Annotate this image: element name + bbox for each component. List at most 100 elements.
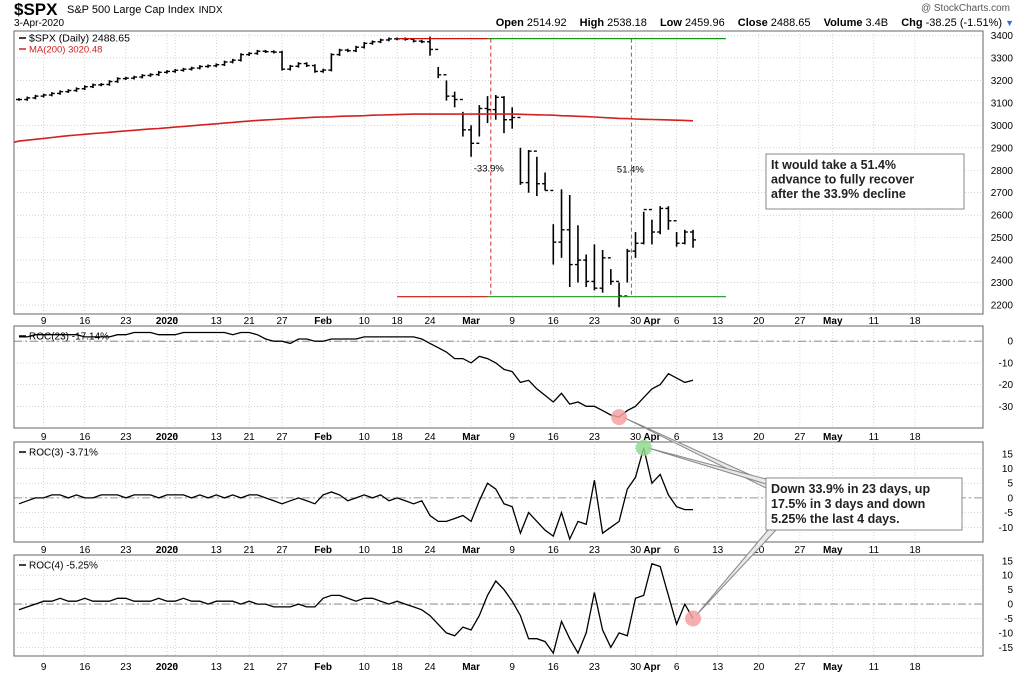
- price-bar: [640, 208, 647, 245]
- price-bar: [648, 208, 655, 245]
- recover-note-box: [765, 153, 965, 210]
- price-bar: [550, 189, 557, 265]
- price-bar: [665, 206, 672, 230]
- y-tick-label: -15: [999, 643, 1014, 654]
- x-tick-label: Feb: [314, 316, 332, 327]
- price-bar: [599, 249, 606, 293]
- x-tick-label: 27: [794, 662, 806, 673]
- price-bar: [369, 40, 376, 45]
- price-bar: [476, 105, 483, 145]
- price-bar: [468, 125, 475, 157]
- price-bar: [229, 58, 236, 64]
- price-bar: [48, 92, 55, 97]
- x-tick-label: 9: [509, 316, 515, 327]
- y-tick-label: 2800: [991, 166, 1014, 177]
- x-tick-label: 11: [869, 545, 880, 556]
- x-tick-label: 13: [211, 316, 223, 327]
- legend-label: MA(200) 3020.48: [29, 45, 102, 56]
- x-tick-label: 10: [359, 662, 371, 673]
- x-tick-label: 23: [589, 432, 601, 443]
- roc-series-1: ROC(23) -17.14%: [14, 332, 983, 418]
- security-name: S&P 500 Large Cap Index INDX: [67, 4, 223, 16]
- y-tick-label: -5: [1004, 508, 1013, 519]
- legend-label: $SPX (Daily) 2488.65: [29, 33, 130, 45]
- y-tick-label: -10: [999, 358, 1014, 369]
- price-bar: [262, 49, 269, 54]
- x-tick-label: 21: [244, 662, 256, 673]
- y-tick-label: 3400: [991, 31, 1014, 42]
- x-tick-label: 30: [630, 662, 642, 673]
- y-tick-label: 2200: [991, 301, 1014, 312]
- x-tick-label: May: [823, 545, 843, 556]
- chart-date: 3-Apr-2020: [14, 18, 65, 29]
- x-tick-label: 2020: [156, 662, 179, 673]
- y-tick-label: 2600: [991, 211, 1014, 222]
- price-bar: [533, 150, 540, 197]
- price-bar: [418, 39, 425, 44]
- marker-red: [611, 409, 628, 426]
- roc-legend-label: ROC(4) -5.25%: [29, 561, 98, 572]
- x-tick-label: May: [823, 432, 843, 443]
- y-tick-label: 5: [1007, 479, 1013, 490]
- x-tick-label: 30: [630, 316, 642, 327]
- y-tick-label: 2400: [991, 256, 1014, 267]
- price-bar: [89, 83, 96, 89]
- x-tick-label: 6: [172, 545, 178, 556]
- price-bar: [32, 94, 39, 100]
- x-tick-label: 18: [392, 316, 404, 327]
- x-tick-label: 16: [548, 662, 560, 673]
- x-tick-label: 9: [41, 432, 47, 443]
- x-tick-label: 18: [392, 432, 404, 443]
- x-tick-label: 6: [674, 662, 680, 673]
- high-value: 2538.18: [607, 17, 647, 29]
- y-tick-label: 2700: [991, 188, 1014, 199]
- price-bar: [16, 98, 22, 101]
- x-tick-label: 10: [359, 545, 371, 556]
- change-value: -38.25 (-1.51%): [925, 17, 1003, 29]
- price-bar: [106, 80, 113, 86]
- x-tick-label: 21: [244, 316, 256, 327]
- x-tick-label: 23: [120, 545, 132, 556]
- x-tick-label: Feb: [314, 662, 332, 673]
- x-tick-label: 18: [909, 316, 921, 327]
- price-bar: [65, 89, 72, 93]
- y-tick-label: 2500: [991, 233, 1014, 244]
- x-tick-label: 11: [869, 662, 880, 673]
- x-tick-label: 2020: [156, 432, 179, 443]
- y-tick-label: -20: [999, 380, 1014, 391]
- ma200-line: [13, 113, 694, 143]
- y-tick-label: 2300: [991, 278, 1014, 289]
- x-tick-label: 16: [548, 316, 560, 327]
- price-bar: [287, 64, 294, 71]
- x-tick-label: 11: [869, 432, 880, 443]
- price-bar: [583, 254, 590, 288]
- volume-value: 3.4B: [865, 17, 889, 29]
- price-bar: [98, 83, 105, 87]
- price-bar: [336, 48, 343, 56]
- y-tick-label: 2900: [991, 143, 1014, 154]
- price-bar: [81, 85, 88, 91]
- price-bar: [353, 45, 360, 53]
- exchange-label: INDX: [198, 5, 223, 16]
- price-bar: [213, 63, 220, 68]
- price-bar: [435, 48, 442, 79]
- price-bar: [73, 87, 80, 92]
- panel-frame: [13, 325, 984, 429]
- x-tick-label: Apr: [643, 662, 660, 673]
- x-tick-label: Apr: [643, 545, 660, 556]
- x-tick-label: 27: [276, 432, 288, 443]
- price-bar: [122, 76, 129, 80]
- x-tick-label: 27: [276, 545, 288, 556]
- roc-note-line: Down 33.9% in 23 days, up: [771, 482, 930, 496]
- change-label: Chg: [901, 17, 923, 29]
- price-bar: [361, 42, 368, 49]
- x-tick-label: 13: [211, 545, 223, 556]
- x-tick-label: 13: [712, 432, 724, 443]
- x-tick-label: 23: [589, 662, 601, 673]
- price-bar: [205, 64, 212, 68]
- low-value: 2459.96: [684, 17, 725, 29]
- price-bar: [632, 232, 639, 258]
- advance-label: 51.4%: [617, 165, 644, 176]
